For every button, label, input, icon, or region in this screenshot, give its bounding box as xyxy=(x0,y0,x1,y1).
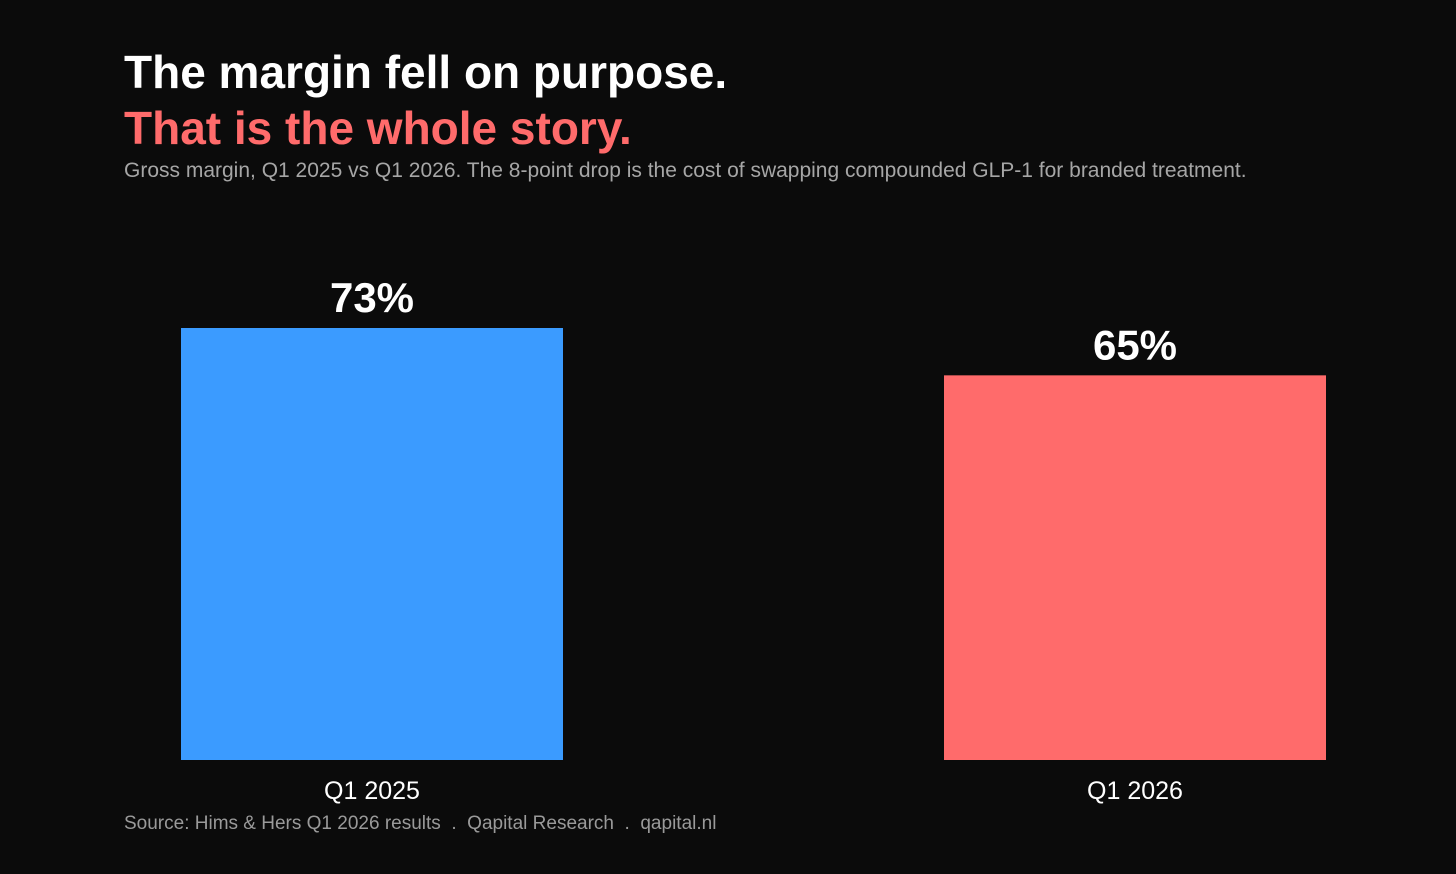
bar-q1-2026 xyxy=(944,375,1326,760)
bar-value-label: 65% xyxy=(1093,321,1177,368)
chart-title: The margin fell on purpose. xyxy=(124,46,728,98)
bar-q1-2025 xyxy=(181,328,563,760)
chart-description: Gross margin, Q1 2025 vs Q1 2026. The 8-… xyxy=(124,159,1247,182)
category-label: Q1 2025 xyxy=(324,777,420,805)
bar-value-label: 73% xyxy=(330,274,414,321)
source-footer: Source: Hims & Hers Q1 2026 results . Qa… xyxy=(124,813,717,834)
category-label: Q1 2026 xyxy=(1087,777,1183,805)
chart-subtitle: That is the whole story. xyxy=(124,102,632,154)
